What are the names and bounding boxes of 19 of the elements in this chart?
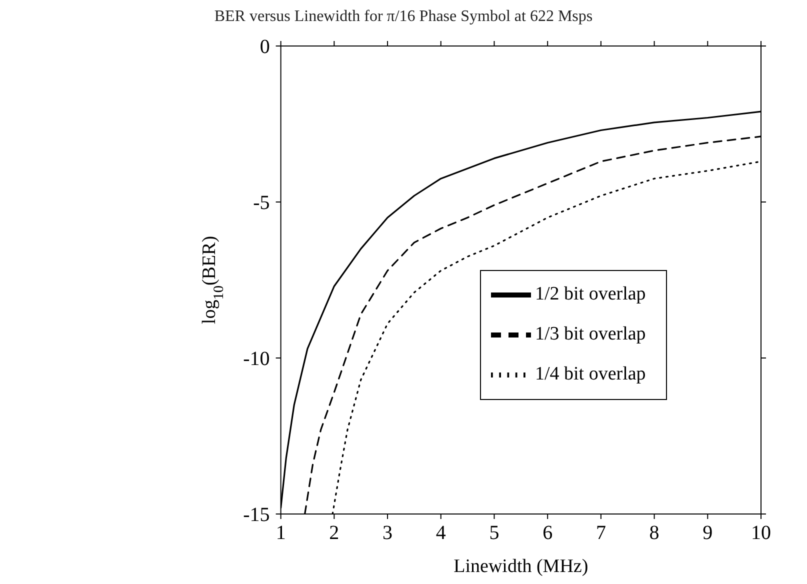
x-tick-label: 10 [751,522,771,544]
chart-title: BER versus Linewidth for π/16 Phase Symbol at 622 Msps [213,8,594,26]
y-tick-label: -5 [253,192,270,214]
x-tick-label: 1 [276,522,286,544]
x-tick-label: 9 [702,522,713,544]
x-tick-label: 4 [436,522,446,544]
x-tick-label: 3 [382,522,393,544]
x-tick-label: 7 [596,522,606,544]
y-tick-label: -10 [243,348,270,370]
legend-label: 1/3 bit overlap [535,323,646,344]
x-axis-title: Linewidth (MHz) [454,556,588,577]
legend-label: 1/4 bit overlap [535,363,646,384]
x-tick-label: 2 [329,522,340,544]
legend-label: 1/2 bit overlap [535,283,646,304]
y-tick-label: 0 [260,36,270,58]
x-tick-label: 5 [489,522,500,544]
y-tick-label: -15 [243,504,270,526]
x-tick-label: 8 [649,522,660,544]
x-tick-label: 6 [542,522,553,544]
